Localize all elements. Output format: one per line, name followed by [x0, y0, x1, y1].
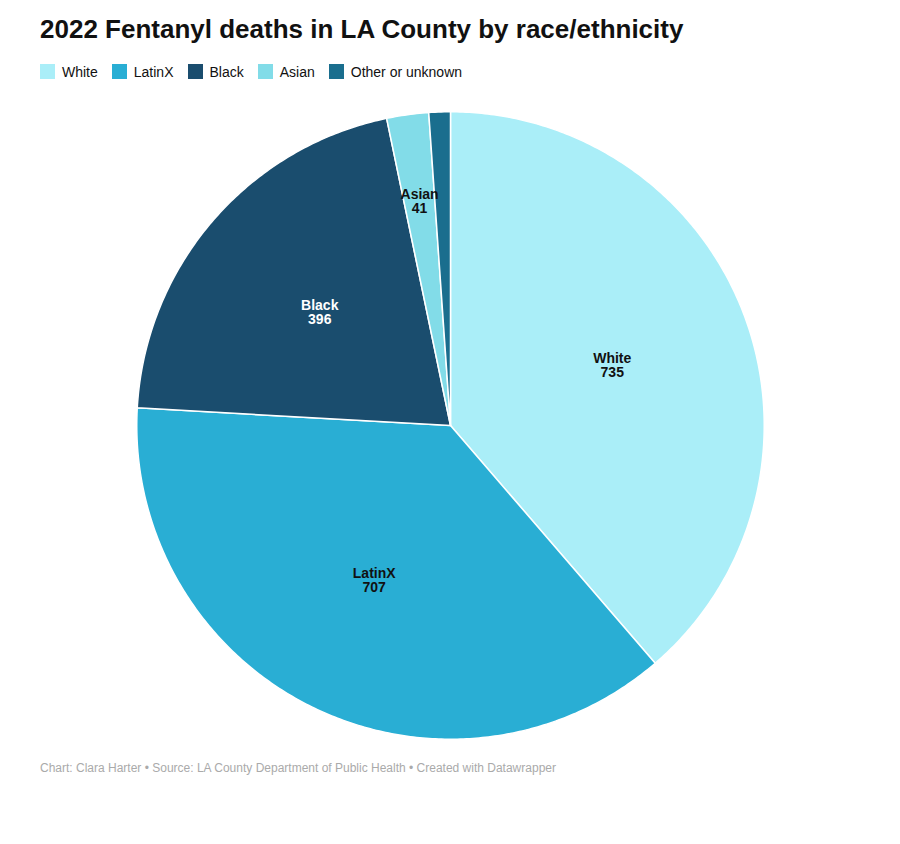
html-text:Chart: Clara Harter • Source:: Chart: Clara Harter • Source: LA County …	[40, 761, 556, 775]
html-text:LatinX: LatinX	[133, 63, 174, 80]
svg-text:Asian41: Asian41	[401, 186, 439, 216]
svg-text:White735: White735	[593, 350, 631, 380]
html-text:White: White	[62, 63, 98, 80]
html-text:2022 Fentanyl deaths in LA Cou: 2022 Fentanyl deaths in LA County by rac…	[40, 14, 684, 44]
svg-text:Black396: Black396	[301, 297, 339, 327]
html-text:Asian: Asian	[279, 63, 315, 80]
html-text:Black: Black	[209, 63, 244, 80]
html-text:Other or unknown: Other or unknown	[350, 63, 463, 80]
svg-text:LatinX707: LatinX707	[353, 565, 396, 595]
